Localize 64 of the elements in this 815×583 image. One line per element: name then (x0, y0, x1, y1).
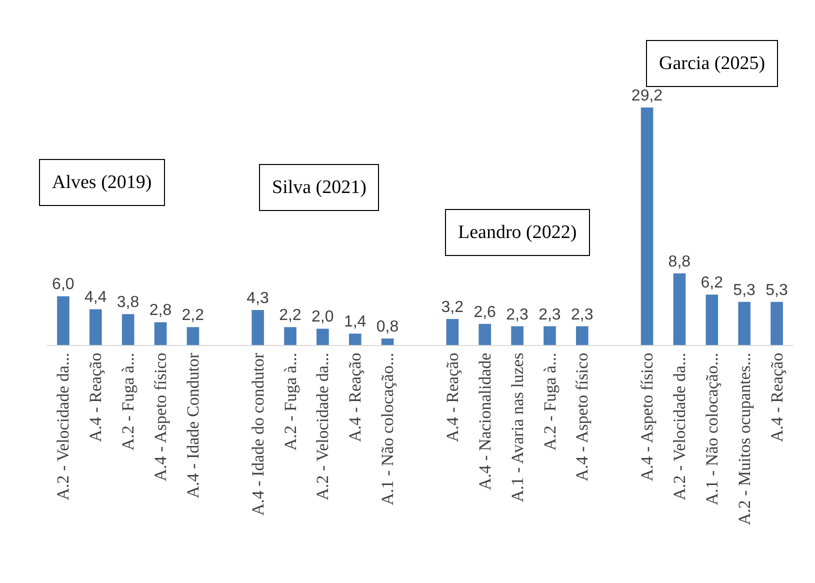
data-label: 4,3 (246, 290, 269, 308)
data-label: 6,0 (52, 276, 74, 294)
data-label: 5,3 (733, 282, 756, 299)
x-tick-label: A.2 - Velocidade da... (313, 352, 332, 500)
data-label: 5,3 (766, 282, 788, 299)
data-label: 2,3 (571, 306, 594, 324)
bar (544, 326, 556, 345)
annotation: Leandro (2022) (458, 222, 577, 243)
x-tick-label: A.4 - Aspeto físico (572, 352, 592, 482)
x-tick-label: A.4 - Idade Condutor (183, 352, 202, 498)
annotation: Silva (2021) (272, 177, 366, 198)
bar (673, 273, 686, 345)
bar (576, 326, 588, 345)
bar (89, 309, 102, 345)
bar (511, 326, 524, 345)
x-tick-label: A.4 - Nacionalidade (475, 352, 494, 490)
data-label: 2,6 (474, 304, 496, 321)
x-tick-label: A.2 - Fuga à... (280, 352, 300, 451)
data-label: 3,8 (116, 294, 140, 312)
bar (57, 296, 70, 345)
bar (122, 314, 134, 345)
bar (446, 318, 459, 345)
data-label: 2,8 (149, 302, 172, 320)
x-tick-label: A.2 - Fuga à... (540, 352, 560, 451)
data-label: 2,2 (279, 307, 302, 324)
x-tick-label: A.4 - Idade do condutor (248, 352, 268, 516)
bar (154, 322, 167, 345)
data-label: 6,2 (700, 274, 724, 292)
data-label: 2,0 (312, 308, 334, 326)
text: Garcia (2025) (659, 53, 766, 74)
x-tick-label: A.4 - Reação (767, 352, 786, 442)
bar (770, 302, 783, 345)
data-label: 29,2 (631, 88, 663, 104)
x-tick-label: A.2 - Fuga à... (118, 352, 138, 451)
annotation: Alves (2019) (52, 172, 152, 193)
x-tick-label: A.1 - Não colocação... (702, 352, 722, 506)
bar (706, 294, 718, 345)
x-tick-label: A.4 - Reação (442, 352, 462, 442)
x-tick-label: A.2 - Velocidade da... (54, 352, 73, 500)
data-label: 4,4 (84, 289, 107, 306)
bar (381, 338, 394, 345)
x-tick-label: A.4 - Reação (346, 352, 365, 442)
x-tick-label: A.2 - Muitos ocupantes... (734, 352, 754, 526)
data-label: 0,8 (376, 318, 399, 336)
data-label: 2,2 (182, 307, 204, 324)
bar (738, 302, 751, 345)
bar (640, 108, 654, 345)
x-tick-label: A.1 - Não colocação... (378, 352, 398, 506)
x-tick-label: A.4 - Aspeto físico (638, 352, 657, 482)
data-label: 1,4 (344, 314, 366, 331)
bar (478, 324, 492, 345)
x-tick-label: A.4 - Reação (86, 352, 106, 442)
bar (316, 328, 329, 345)
data-label: 3,2 (441, 298, 464, 316)
bar (348, 334, 362, 345)
x-tick-label: A.1 - Avaria nas luzes (508, 352, 527, 502)
data-label: 2,3 (506, 306, 528, 324)
x-tick-label: A.2 - Velocidade da... (670, 352, 690, 500)
data-label: 8,8 (668, 253, 691, 270)
bar (186, 327, 200, 345)
data-label: 2,3 (538, 306, 561, 324)
x-tick-label: A.4 - Aspeto físico (151, 352, 170, 482)
bar (284, 327, 296, 345)
bar (252, 310, 264, 345)
